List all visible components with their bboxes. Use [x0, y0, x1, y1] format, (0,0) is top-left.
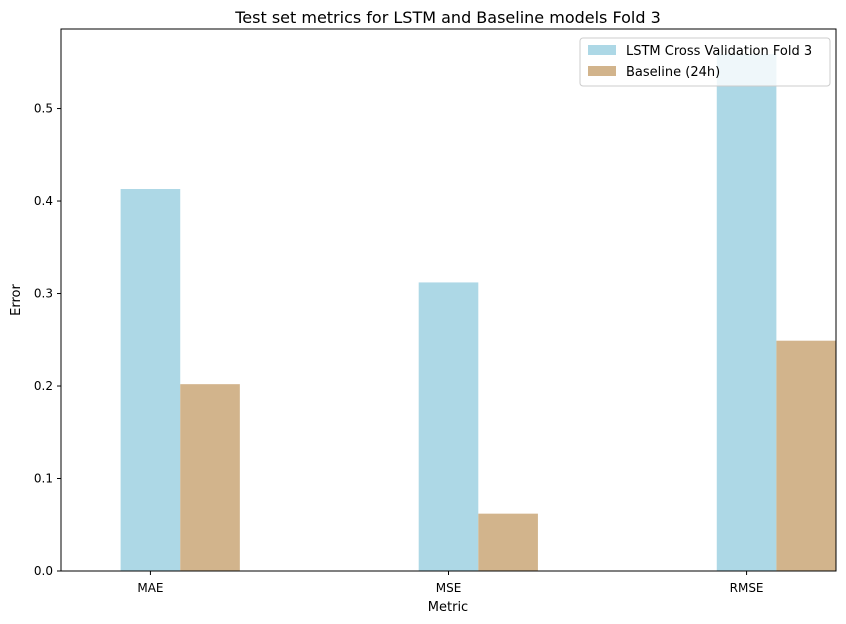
- y-tick-label: 0.1: [34, 472, 53, 486]
- x-tick-label: RMSE: [730, 581, 764, 595]
- x-axis: MAE MSE RMSE: [137, 571, 764, 595]
- y-tick-label: 0.5: [34, 102, 53, 116]
- x-tick-label: MAE: [137, 581, 163, 595]
- legend-label: Baseline (24h): [626, 65, 720, 80]
- bar-lstm-mse: [418, 282, 479, 571]
- legend-label: LSTM Cross Validation Fold 3: [626, 44, 812, 59]
- legend: LSTM Cross Validation Fold 3 Baseline (24…: [579, 37, 831, 87]
- y-axis-label: Error: [9, 284, 24, 316]
- bar-baseline-mse: [478, 513, 538, 571]
- bars-group: [120, 53, 836, 571]
- bar-lstm-rmse: [716, 53, 777, 571]
- y-tick-label: 0.3: [34, 287, 53, 301]
- legend-box: [579, 37, 831, 87]
- chart-title: Test set metrics for LSTM and Baseline m…: [234, 8, 661, 27]
- x-axis-label: Metric: [428, 600, 468, 615]
- y-tick-label: 0.2: [34, 379, 53, 393]
- bar-lstm-mae: [120, 189, 181, 571]
- y-tick-label: 0.4: [34, 194, 53, 208]
- bar-baseline-rmse: [776, 340, 836, 571]
- legend-swatch: [588, 45, 616, 55]
- x-tick-label: MSE: [436, 581, 462, 595]
- y-axis: 0.0 0.1 0.2 0.3 0.4 0.5: [34, 102, 61, 578]
- legend-swatch: [588, 66, 616, 76]
- y-tick-label: 0.0: [34, 564, 53, 578]
- bar-baseline-mae: [180, 384, 240, 571]
